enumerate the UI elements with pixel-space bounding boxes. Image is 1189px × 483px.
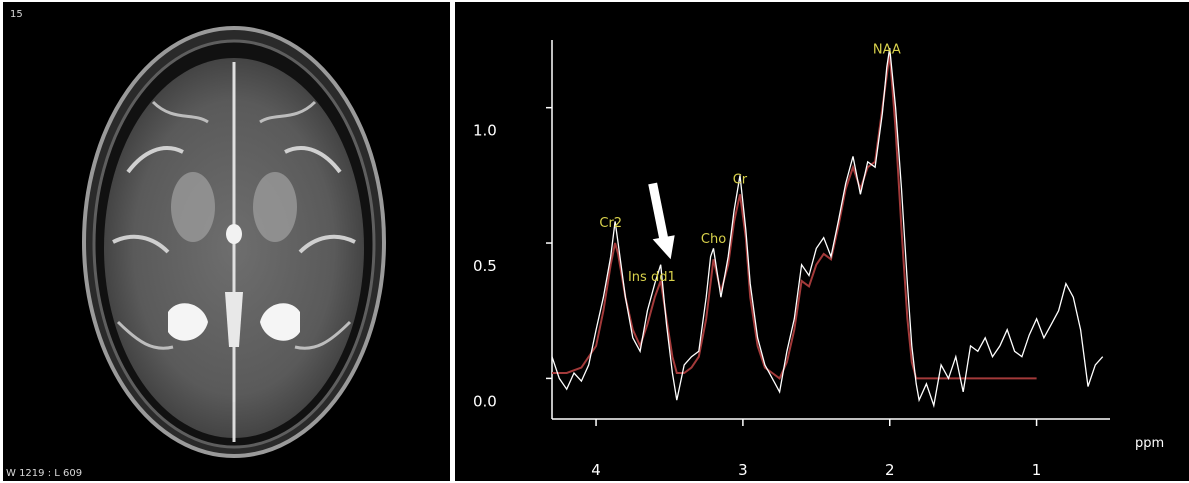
window-level-readout: W 1219 : L 609 (6, 468, 83, 479)
x-tick-label: 3 (738, 461, 748, 479)
y-tick-label: 0.5 (473, 257, 497, 275)
peak-label: Cho (701, 232, 726, 247)
y-tick-label: 1.0 (473, 122, 497, 140)
x-tick-label: 2 (885, 461, 895, 479)
x-tick-label: 4 (591, 461, 601, 479)
spectrum-chart: 0.0 0.5 1.0 4 3 2 1 ppm NAA Cr Cho Cr2 Ins dd1 (473, 40, 1164, 479)
peak-label: Cr (733, 172, 748, 187)
slice-number: 15 (10, 9, 23, 20)
peak-label: NAA (873, 43, 901, 58)
mri-image (82, 26, 386, 458)
measured-series-line (551, 48, 1104, 409)
spectrum-panel: 0.0 0.5 1.0 4 3 2 1 ppm NAA Cr Cho Cr2 Ins dd1 (455, 2, 1189, 481)
y-tick-label: 0.0 (473, 392, 497, 410)
x-axis-label: ppm (1135, 436, 1164, 451)
mri-panel: 15 W 1219 : L 609 (3, 2, 450, 481)
peak-label: Cr2 (599, 216, 622, 231)
peak-label: Ins dd1 (628, 270, 676, 285)
fit-series-line (552, 53, 1037, 380)
annotation-arrow-shaft (648, 182, 670, 245)
x-tick-label: 1 (1032, 461, 1042, 479)
annotation-arrow-head (652, 235, 675, 260)
